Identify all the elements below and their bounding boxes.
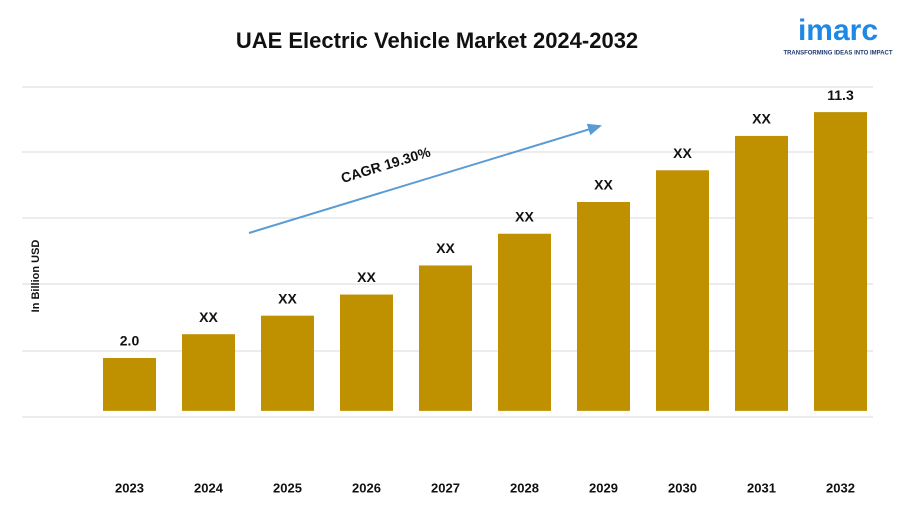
value-label: XX xyxy=(357,269,376,285)
x-tick-label: 2031 xyxy=(747,480,776,495)
x-tick-label: 2032 xyxy=(826,480,855,495)
value-label: XX xyxy=(278,290,297,306)
bar xyxy=(261,315,314,411)
logo-name: imarc xyxy=(798,14,878,47)
x-tick-label: 2024 xyxy=(194,480,224,495)
bar xyxy=(656,170,709,411)
x-tick-label: 2029 xyxy=(589,480,618,495)
value-label: XX xyxy=(436,240,455,256)
value-label: 2.0 xyxy=(120,333,140,349)
bar xyxy=(419,265,472,411)
value-label: XX xyxy=(515,208,534,224)
bar xyxy=(340,294,393,411)
value-label: XX xyxy=(673,145,692,161)
x-tick-label: 2030 xyxy=(668,480,697,495)
value-label: 11.3 xyxy=(827,87,854,103)
bar xyxy=(182,334,235,411)
value-label: XX xyxy=(199,309,218,325)
x-tick-label: 2023 xyxy=(115,480,144,495)
bar xyxy=(103,357,156,411)
value-label: XX xyxy=(594,177,613,193)
cagr-arrow xyxy=(248,123,602,234)
x-tick-label: 2026 xyxy=(352,480,381,495)
bar xyxy=(498,233,551,411)
chart-title: UAE Electric Vehicle Market 2024-2032 xyxy=(236,28,638,53)
x-tick-label: 2028 xyxy=(510,480,539,495)
x-tick-label: 2027 xyxy=(431,480,460,495)
value-label: XX xyxy=(752,111,771,127)
bar xyxy=(814,112,867,411)
bar xyxy=(735,135,788,411)
logo: imarc TRANSFORMING IDEAS INTO IMPACT xyxy=(783,14,892,57)
logo-tagline: TRANSFORMING IDEAS INTO IMPACT xyxy=(783,51,892,57)
bar xyxy=(577,202,630,411)
cagr-annotation: CAGR 19.30% xyxy=(339,143,433,186)
y-axis-label: In Billion USD xyxy=(30,240,42,313)
x-tick-label: 2025 xyxy=(273,480,302,495)
